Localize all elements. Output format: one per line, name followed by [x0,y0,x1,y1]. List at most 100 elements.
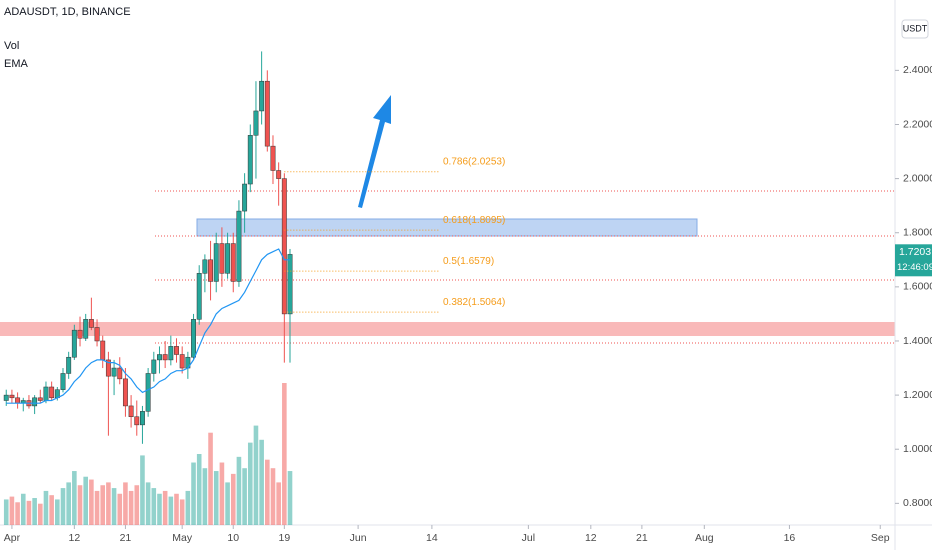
volume-bar [20,493,26,525]
candle-body [242,183,248,212]
x-tick-label: 19 [278,532,290,544]
overlay: 0.786(2.0253) 0.618(1.8095) 0.5(1.6579) 0.3… [284,156,932,313]
ema-line [6,248,290,404]
candle-body [225,243,231,274]
volume-bar [196,454,202,525]
volume-bar [55,499,60,525]
y-tick-label: 2.4000 [903,64,932,76]
candle-body [174,346,179,355]
volume-bar [162,490,168,525]
candle-body [83,319,89,339]
candle-body [162,354,168,361]
candle-body [134,416,140,426]
fib-label: 0.382(1.5064) [443,297,505,308]
candle-body [3,394,9,401]
fib-label: 0.5(1.6579) [443,256,494,267]
candle-body [145,373,151,412]
volume-bar [270,468,276,525]
volume-bar [117,493,123,525]
x-tick-label: 21 [120,532,132,544]
price-tag-label: 1.7203 [899,246,931,258]
y-tick-label: 2.2000 [903,118,932,130]
volume-bar [236,456,242,525]
volume-bar [15,502,20,525]
volume-bar [287,471,293,525]
x-tick-label: 14 [426,532,438,544]
volume-bar [134,485,140,525]
volume-bar [151,488,157,525]
candle-body [287,254,293,315]
volume-bar [253,425,259,525]
volume-bar [242,468,247,525]
candle-body [247,135,253,185]
candle-body [270,145,276,171]
candle-body [236,210,242,282]
candle-body [15,397,21,404]
volume-bar [213,471,219,525]
volume-bar [185,490,191,525]
volume-bar [247,442,253,525]
candle-body [230,243,236,282]
y-tick-label: 1.6000 [903,281,932,293]
volume-bar [60,488,66,525]
volume-bar [100,485,106,525]
y-tick-label: 1.8000 [903,227,932,239]
candle-body [151,359,157,374]
candle-body [259,80,265,112]
volume-bar [140,455,145,525]
x-tick-label: Jul [522,532,535,544]
volume-bar [225,482,230,525]
chart-title: ADAUSDT, 1D, BINANCE [4,6,131,18]
volume-bar [66,482,71,525]
volume-bar [202,468,208,525]
candle-body [191,319,196,358]
indicator-label: EMA [4,58,29,70]
candle-body [208,259,214,282]
volume-bar [128,490,134,525]
volume-bar [265,459,270,525]
volume-bar [259,439,264,525]
candle-body [94,327,100,342]
volume-bar [37,503,43,525]
candle-body [128,405,134,418]
volume-bar [123,482,128,525]
volume-bar [191,462,196,525]
candle-body [281,178,287,315]
x-tick-label: 21 [636,532,648,544]
candle-body [117,367,123,380]
candle-body [140,411,145,426]
y-tick-label: 0.8000 [903,497,932,509]
volume-bar [219,462,225,525]
candle-body [100,340,106,361]
candle-body [168,346,174,361]
x-tick-label: May [172,532,193,544]
currency-button[interactable] [901,19,929,39]
candle-body [88,319,94,328]
candle-body [49,386,55,399]
volume-bar [32,498,37,525]
volume-bar [43,490,49,525]
candle-body [37,397,43,401]
currency-label: USDT [903,23,928,33]
volume-bar [157,493,162,525]
candle-body [60,373,66,390]
volume-bar [174,493,179,525]
candle-body [219,243,225,274]
y-tick-label: 1.0000 [903,443,932,455]
volume-bar [26,500,32,525]
candle-body [122,378,128,407]
candle-body [253,110,259,136]
x-tick-label: 10 [227,532,239,544]
volume-bar [9,496,15,525]
x-tick-label: 16 [784,532,796,544]
indicator-label: Vol [4,40,19,52]
volume-bar [77,485,83,525]
x-tick-label: Aug [695,532,714,544]
volume-bar [72,471,77,525]
arrow [358,95,391,208]
candle-body [66,356,72,374]
x-tick-label: Sep [871,532,890,544]
volume-bar [179,499,185,525]
